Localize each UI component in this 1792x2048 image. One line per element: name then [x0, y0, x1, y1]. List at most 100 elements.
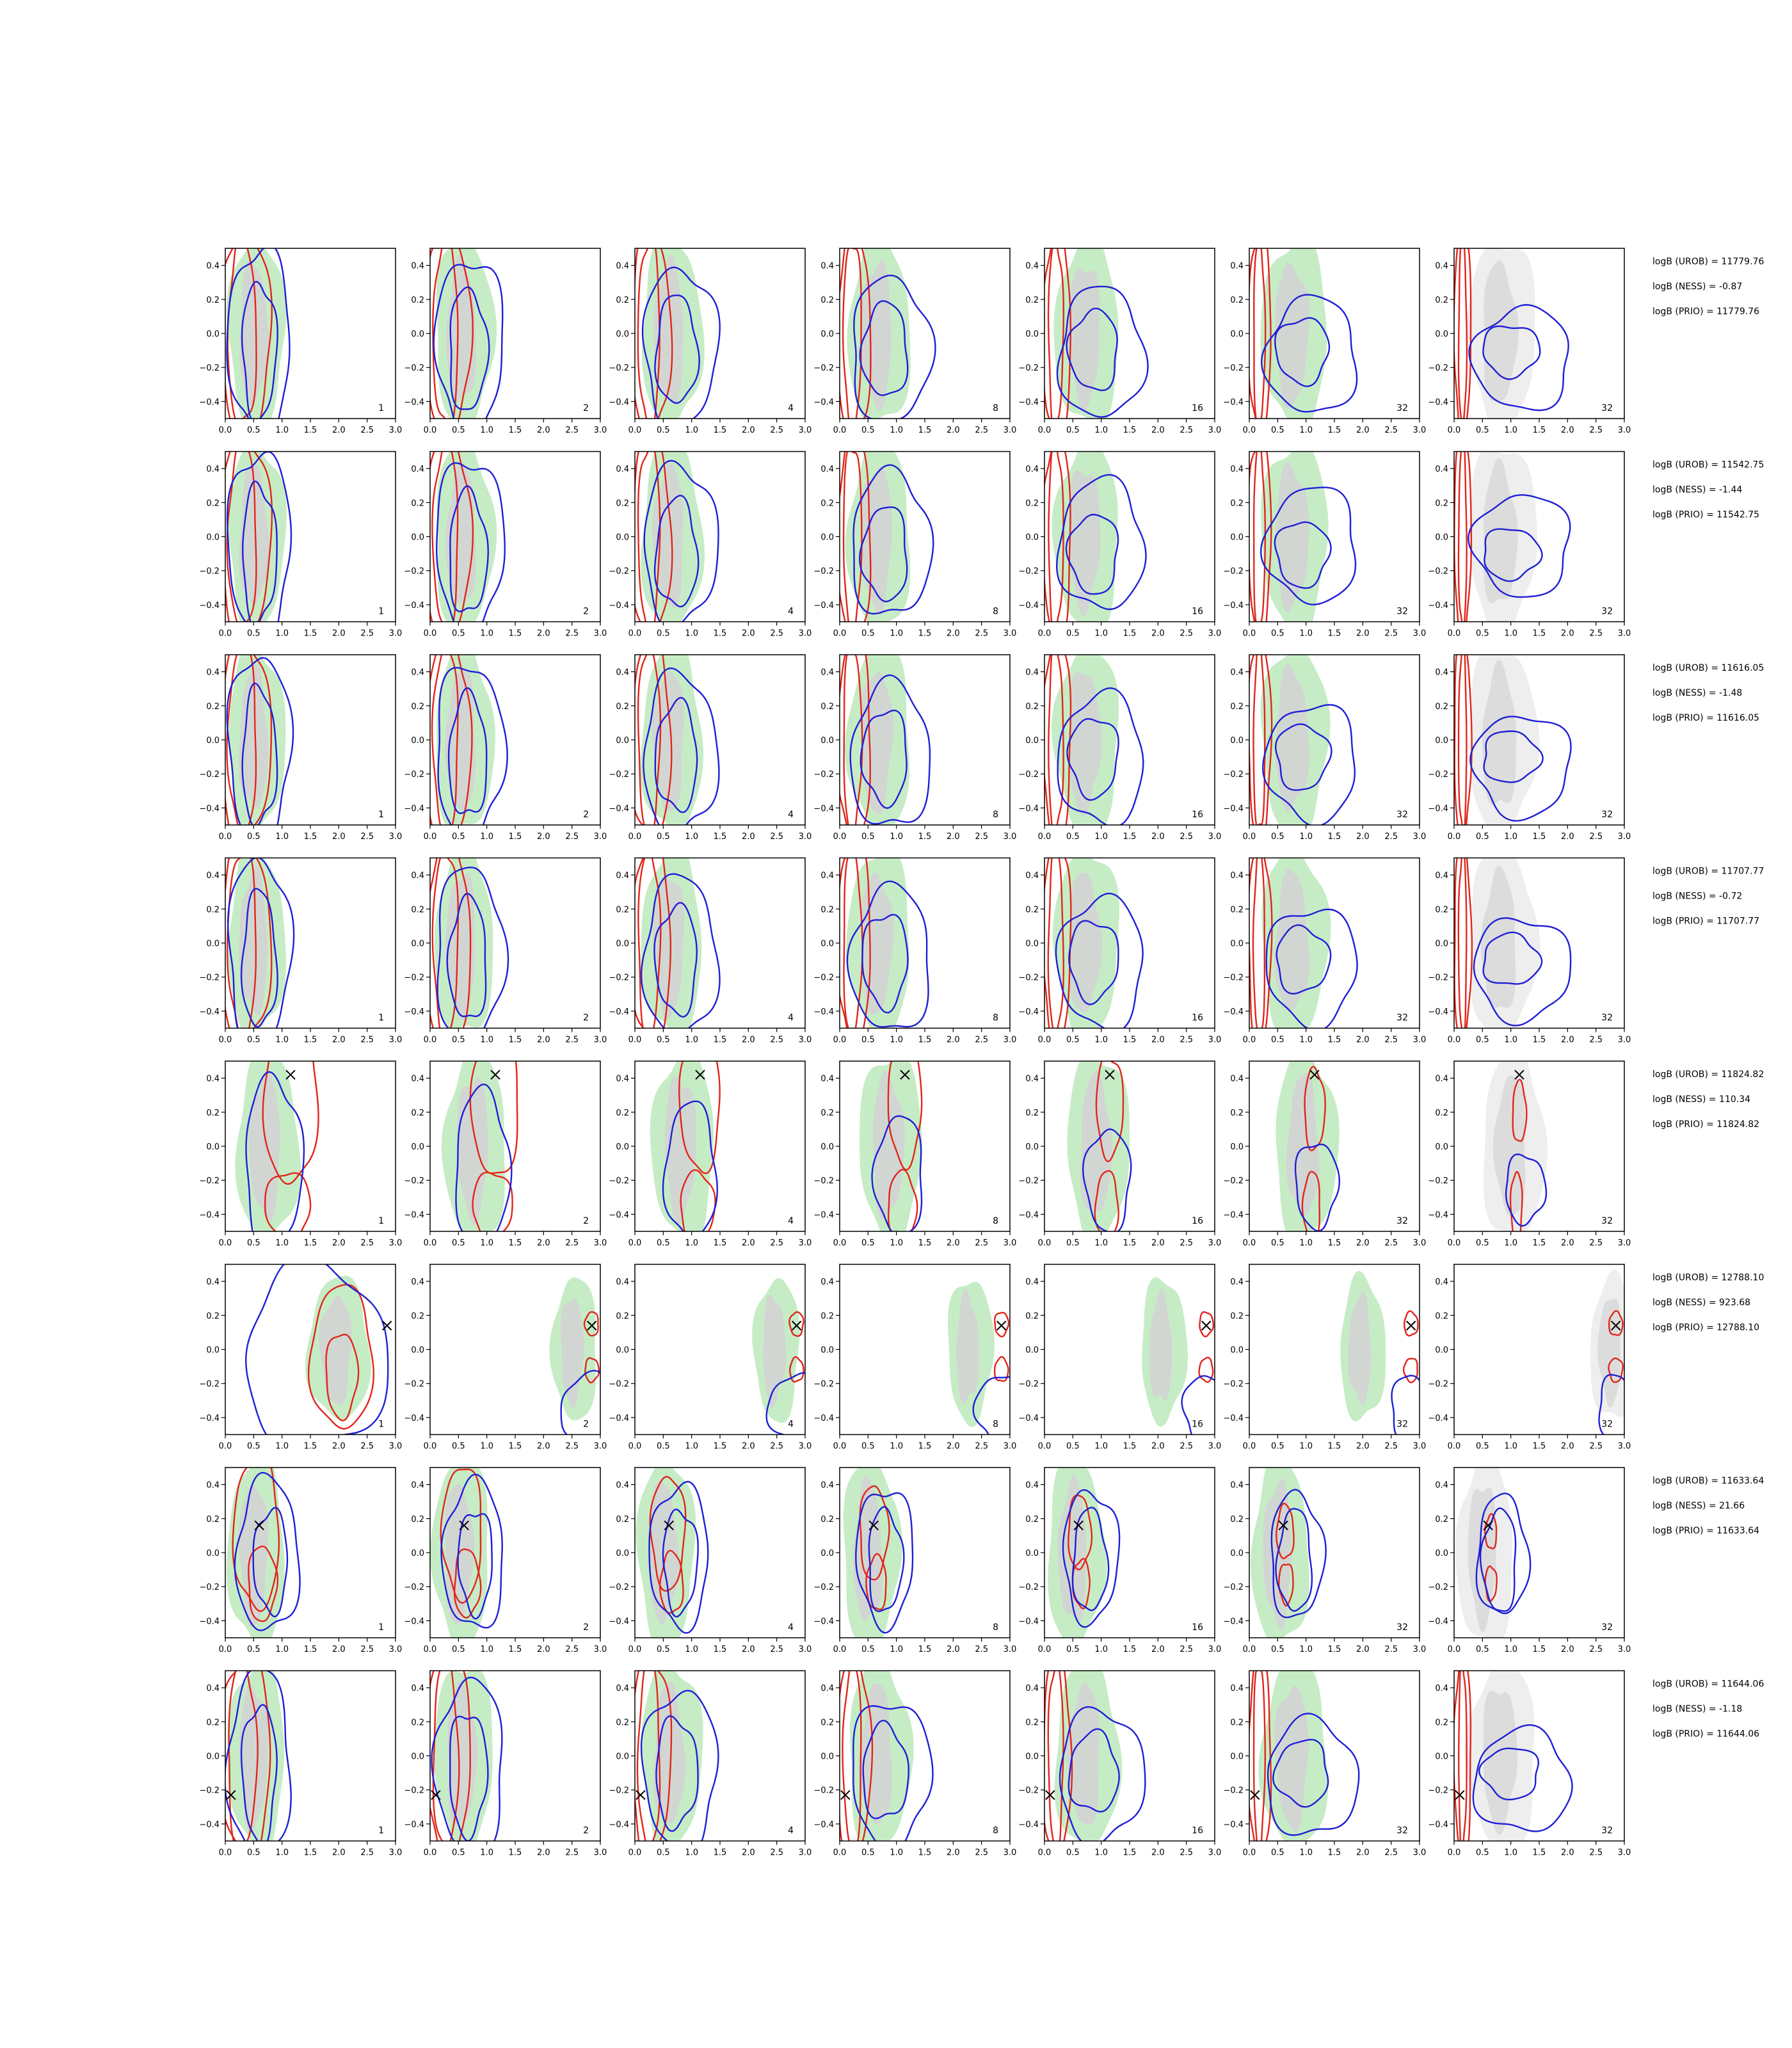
x-tick-label: 1.0 [890, 1036, 903, 1045]
x-tick-label: 2.5 [1180, 1645, 1193, 1654]
blue-contour [240, 888, 278, 1028]
y-tick-label: 0.0 [1435, 940, 1448, 949]
x-tick-label: 0.5 [861, 832, 875, 842]
panel-column-label: 2 [583, 1013, 589, 1023]
y-tick-label: 0.4 [1435, 1481, 1448, 1491]
y-tick-label: −0.4 [199, 1007, 220, 1017]
y-tick-label: 0.0 [1230, 1142, 1244, 1152]
red-contour [1509, 1171, 1523, 1231]
x-tick-label: 3.0 [799, 1036, 812, 1045]
x-tick-label: 3.0 [1618, 1238, 1631, 1248]
x-tick-label: 1.5 [509, 1645, 522, 1654]
y-tick-label: 0.2 [206, 905, 220, 915]
y-tick-label: −0.2 [199, 1380, 220, 1389]
x-tick-label: 2.0 [742, 1848, 755, 1858]
blue-contour [449, 1715, 489, 1841]
y-tick-label: 0.0 [616, 1752, 629, 1762]
x-tick-label: 2.0 [537, 832, 550, 842]
blue-contour [1260, 294, 1358, 413]
x-tick-label: 0.0 [1243, 832, 1256, 842]
x-tick-label: 2.5 [1589, 1036, 1603, 1045]
x-tick-label: 1.0 [480, 426, 493, 435]
x-tick-label: 1.5 [509, 1848, 522, 1858]
y-tick-label: 0.0 [820, 533, 834, 543]
y-tick-label: 0.2 [411, 905, 424, 915]
x-tick-label: 2.0 [332, 629, 346, 639]
x-tick-label: 1.5 [509, 1442, 522, 1452]
x-tick-label: 1.0 [1299, 832, 1313, 842]
red-contour [1198, 1356, 1214, 1383]
x-tick-label: 0.5 [247, 1442, 260, 1452]
x-tick-label: 1.5 [918, 1442, 932, 1452]
x-tick-label: 2.0 [742, 1442, 755, 1452]
red-contour [635, 1670, 673, 1841]
x-tick-label: 1.0 [275, 1442, 289, 1452]
red-contour [994, 1311, 1010, 1338]
x-tick-label: 0.5 [452, 629, 465, 639]
y-tick-label: 0.0 [1025, 1346, 1039, 1356]
y-tick-label: −0.4 [1018, 1210, 1039, 1220]
red-contour [325, 1333, 360, 1421]
prior-core [859, 1683, 893, 1825]
panel-r8-c6: 0.0 0.5 1.0 1.5 2.0 2.5 3.0 0.4 0.2 0.0 −0.2 −0.4 32 [1223, 1670, 1426, 1858]
x-tick-label: 3.0 [594, 426, 607, 435]
y-tick-label: 0.0 [820, 940, 834, 949]
x-tick-label: 2.0 [1151, 426, 1165, 435]
x-tick-label: 0.5 [1476, 1442, 1489, 1452]
x-tick-label: 2.0 [537, 1645, 550, 1654]
x-tick-label: 0.0 [219, 1238, 232, 1248]
x-tick-label: 0.5 [1476, 1848, 1489, 1858]
x-tick-label: 3.0 [1618, 832, 1631, 842]
panel-r2-c6: 0.0 0.5 1.0 1.5 2.0 2.5 3.0 0.4 0.2 0.0 −0.2 −0.4 32 [1223, 451, 1426, 639]
panel-r7-c1: 0.0 0.5 1.0 1.5 2.0 2.5 3.0 0.4 0.2 0.0 −0.2 −0.4 1 [199, 1467, 403, 1654]
y-tick-label: 0.2 [1230, 1108, 1244, 1118]
x-tick-label: 0.5 [657, 1238, 670, 1248]
panel-r5-c6: 0.0 0.5 1.0 1.5 2.0 2.5 3.0 0.4 0.2 0.0 −0.2 −0.4 32 [1223, 1060, 1426, 1248]
stat-line: logB (UROB) = 11616.05 [1652, 663, 1764, 673]
y-tick-label: 0.0 [820, 736, 834, 746]
y-tick-label: 0.0 [820, 1752, 834, 1762]
red-contour [887, 1169, 918, 1231]
red-contour [637, 858, 662, 1028]
x-tick-label: 2.0 [1356, 1645, 1370, 1654]
y-tick-label: −0.4 [1223, 1820, 1244, 1830]
y-tick-label: 0.2 [1025, 702, 1039, 712]
x-tick-label: 2.0 [1151, 629, 1165, 639]
x-tick-label: 3.0 [1004, 629, 1017, 639]
x-tick-label: 2.0 [1356, 1238, 1370, 1248]
y-tick-label: 0.0 [1025, 330, 1039, 339]
y-tick-label: 0.4 [616, 1075, 629, 1084]
y-tick-label: 0.2 [1435, 296, 1448, 305]
x-tick-label: 2.0 [947, 1848, 960, 1858]
x-tick-label: 1.0 [685, 1645, 698, 1654]
x-tick-label: 1.5 [1328, 1442, 1341, 1452]
y-tick-label: −0.2 [609, 1583, 629, 1592]
x-tick-label: 1.5 [1533, 832, 1546, 842]
y-tick-label: −0.2 [813, 1176, 834, 1186]
x-tick-label: 1.5 [1123, 426, 1137, 435]
red-contour [1278, 1564, 1294, 1607]
x-tick-label: 2.0 [1356, 629, 1370, 639]
panel-column-label: 4 [788, 1826, 794, 1836]
blue-contour [655, 1715, 699, 1832]
blue-contour [447, 687, 488, 815]
x-tick-label: 1.5 [509, 832, 522, 842]
y-tick-label: 0.0 [1230, 1549, 1244, 1558]
x-tick-label: 1.0 [480, 1442, 493, 1452]
y-tick-label: 0.4 [1025, 262, 1039, 271]
panel-r5-c4: 0.0 0.5 1.0 1.5 2.0 2.5 3.0 0.4 0.2 0.0 −0.2 −0.4 8 [813, 1060, 1016, 1248]
y-tick-label: 0.0 [820, 1549, 834, 1558]
x-tick-label: 2.5 [975, 1238, 988, 1248]
x-tick-label: 2.5 [770, 1036, 783, 1045]
x-tick-label: 3.0 [389, 1645, 403, 1654]
blue-contour [436, 462, 506, 622]
y-tick-label: 0.2 [616, 1718, 629, 1727]
x-tick-label: 3.0 [1618, 1036, 1631, 1045]
y-tick-label: 0.4 [411, 465, 424, 474]
y-tick-label: 0.2 [1025, 499, 1039, 508]
panel-r7-c2: 0.0 0.5 1.0 1.5 2.0 2.5 3.0 0.4 0.2 0.0 −0.2 −0.4 2 [404, 1467, 607, 1654]
x-tick-label: 1.5 [1328, 629, 1341, 639]
x-tick-label: 2.0 [742, 629, 755, 639]
blue-contour [560, 1370, 600, 1435]
blue-contour [859, 506, 908, 603]
